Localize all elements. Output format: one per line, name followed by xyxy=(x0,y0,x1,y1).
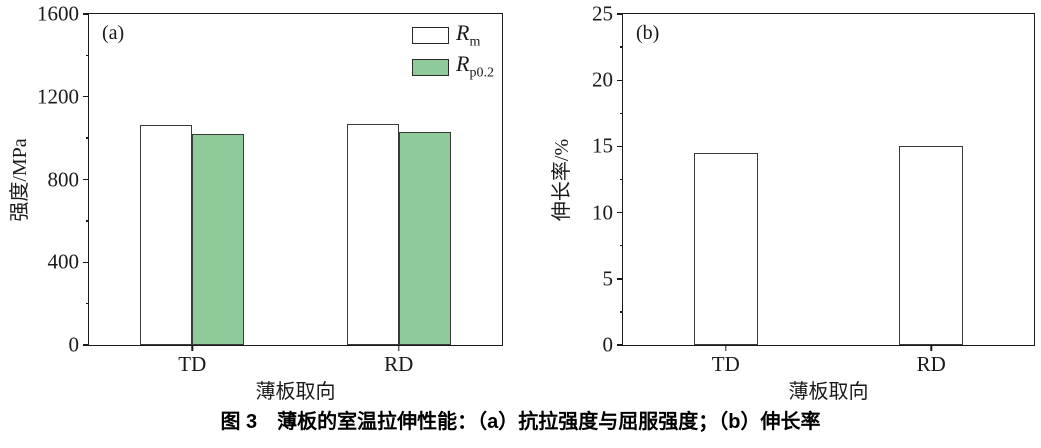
y-tick-mark xyxy=(617,344,623,346)
y-tick-mark xyxy=(83,178,89,181)
y-minor-tick-mark xyxy=(619,245,623,247)
bar-rd-elongation xyxy=(899,146,964,345)
y-tick-mark xyxy=(617,13,623,15)
y-tick-mark xyxy=(83,261,89,263)
legend-label-Rm: Rm xyxy=(456,20,481,50)
y-tick-mark xyxy=(617,278,623,280)
legend-row-Rp0.2: Rp0.2 xyxy=(412,53,494,80)
x-axis-label-elongation: 薄板取向 xyxy=(788,381,869,403)
y-tick-label: 25 xyxy=(592,1,613,26)
y-tick-label: 400 xyxy=(47,249,80,274)
y-tick-mark xyxy=(83,13,89,15)
y-tick-label: 20 xyxy=(592,67,613,92)
x-category-label-rd: RD xyxy=(384,352,414,376)
y-minor-tick-mark xyxy=(85,54,89,57)
legend-label-Rp0.2: Rp0.2 xyxy=(456,51,494,81)
x-category-label-td: TD xyxy=(178,352,207,376)
figure-caption: 图 3 薄板的室温拉伸性能：（a）抗拉强度与屈服强度；（b）伸长率 xyxy=(220,411,821,433)
y-tick-mark xyxy=(617,145,623,148)
bar-td-elongation xyxy=(693,153,758,345)
y-minor-tick-mark xyxy=(85,220,89,222)
y-minor-tick-mark xyxy=(85,302,89,305)
y-axis-label-strength: 强度/MPa xyxy=(9,137,31,222)
bar-td-Rm xyxy=(140,124,193,345)
y-tick-label: 10 xyxy=(592,200,613,225)
y-minor-tick-mark xyxy=(619,178,623,181)
legend-row-Rm: Rm xyxy=(412,22,494,49)
y-tick-mark xyxy=(83,344,89,346)
y-tick-label: 800 xyxy=(47,167,80,191)
x-category-label-td: TD xyxy=(711,352,740,376)
x-tick-mark xyxy=(725,345,727,351)
chart-strength: 强度/MPa (a) Rm Rp0.2 0 400 800 1200 1600 TD RD 薄… xyxy=(9,3,503,402)
x-axis-label-strength: 薄板取向 xyxy=(255,381,336,403)
x-tick-mark xyxy=(398,345,400,351)
chart-elongation: 伸长率/% (b) 0 5 10 15 20 25 TD RD 薄板取向 xyxy=(551,3,1035,402)
legend-swatch-Rp0.2 xyxy=(412,58,450,76)
legend-swatch-Rm xyxy=(412,27,450,45)
bar-rd-Rm xyxy=(346,123,399,345)
legend: Rm Rp0.2 xyxy=(412,22,494,81)
y-minor-tick-mark xyxy=(85,137,89,139)
y-tick-label: 0 xyxy=(68,332,80,357)
y-tick-label: 0 xyxy=(602,332,614,357)
y-tick-label: 1200 xyxy=(37,84,79,109)
y-tick-label: 15 xyxy=(592,133,613,158)
panel-label-b: (b) xyxy=(636,22,660,44)
plot-area-strength: (a) Rm Rp0.2 0 400 800 1200 1600 TD RD xyxy=(37,3,503,375)
y-minor-tick-mark xyxy=(619,46,623,48)
y-tick-mark xyxy=(83,96,89,98)
x-category-label-rd: RD xyxy=(916,352,946,376)
y-tick-mark xyxy=(617,79,623,81)
bar-rd-Rp0.2 xyxy=(398,131,451,345)
panel-label-a: (a) xyxy=(102,22,125,44)
y-tick-mark xyxy=(617,211,623,214)
y-minor-tick-mark xyxy=(619,311,623,313)
y-tick-label: 1600 xyxy=(37,1,79,26)
x-tick-mark xyxy=(930,345,932,351)
y-axis-label-elongation: 伸长率/% xyxy=(551,138,573,221)
y-minor-tick-mark xyxy=(619,112,623,114)
x-tick-mark xyxy=(191,345,193,351)
y-tick-label: 5 xyxy=(602,266,614,291)
plot-area-elongation: (b) 0 5 10 15 20 25 TD RD xyxy=(592,3,1035,375)
bar-td-Rp0.2 xyxy=(192,134,245,345)
